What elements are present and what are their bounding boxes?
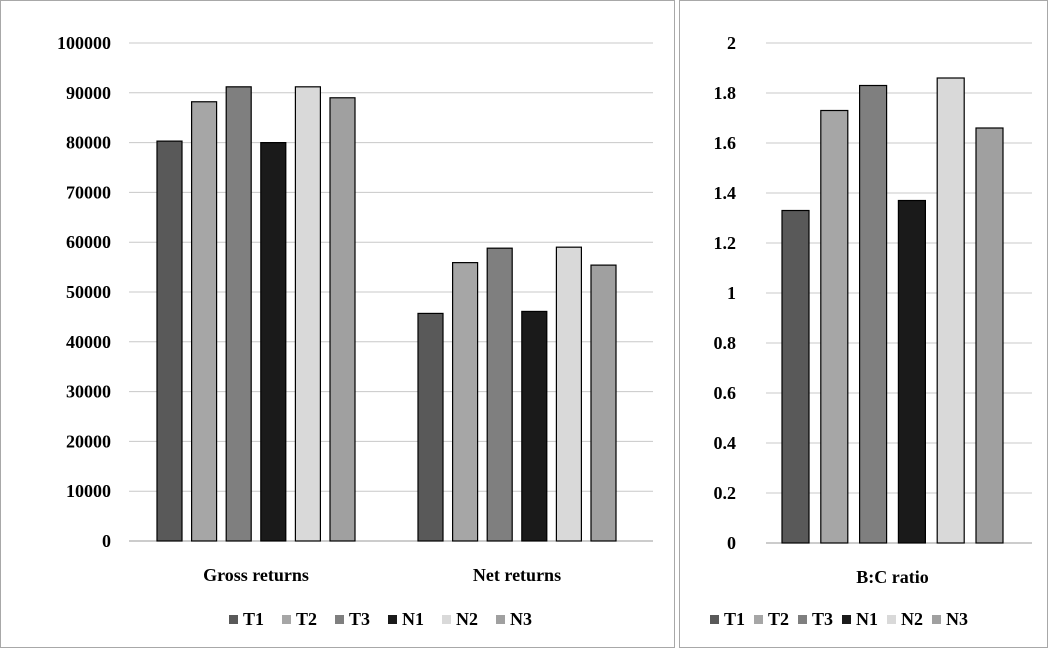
y-tick-label: 0.6 bbox=[714, 383, 737, 403]
legend-swatch bbox=[229, 615, 238, 624]
legend-item-t3: T3 bbox=[798, 609, 833, 630]
y-tick-label: 30000 bbox=[66, 382, 111, 402]
legend-label: N1 bbox=[402, 609, 425, 629]
legend-label: N1 bbox=[856, 609, 879, 629]
bar-t3 bbox=[486, 247, 513, 542]
legend-item-t1: T1 bbox=[710, 609, 745, 630]
y-tick-label: 20000 bbox=[66, 431, 111, 451]
y-tick-label: 1.6 bbox=[714, 133, 737, 153]
legend-swatch bbox=[282, 615, 292, 624]
bar-t2 bbox=[820, 109, 849, 544]
y-tick-label: 0.4 bbox=[714, 433, 737, 453]
returns-legend: T1 T2 T3 N1 N2 N3 bbox=[229, 609, 532, 630]
legend-label: T1 bbox=[724, 609, 746, 629]
legend-label: T3 bbox=[812, 609, 834, 629]
category-label: Net returns bbox=[473, 565, 561, 585]
y-tick-label: 50000 bbox=[66, 282, 111, 302]
legend-item-n1: N1 bbox=[388, 609, 424, 630]
bar-n1 bbox=[260, 142, 287, 542]
bar-t1 bbox=[781, 209, 810, 544]
bar-n2 bbox=[294, 86, 321, 542]
y-tick-label: 0 bbox=[727, 533, 736, 553]
bar-n1 bbox=[897, 199, 926, 544]
bar-t1 bbox=[156, 140, 183, 542]
bc-ratio-bar-chart: 0 0.2 0.4 0.6 0.8 1 1.2 1.4 1.6 1.8 2 B:C ratio bbox=[714, 33, 1032, 587]
legend-swatch bbox=[442, 615, 452, 624]
legend-item-n3: N3 bbox=[932, 609, 968, 630]
y-tick-label: 1.4 bbox=[714, 183, 737, 203]
legend-label: T2 bbox=[296, 609, 318, 629]
left-chart-panel: 0 10000 20000 30000 40000 50000 60000 70000 8000… bbox=[0, 0, 675, 648]
legend-item-n3: N3 bbox=[496, 609, 532, 630]
y-tick-label: 80000 bbox=[66, 133, 111, 153]
legend-item-n2: N2 bbox=[887, 609, 923, 630]
y-tick-label: 0.2 bbox=[714, 483, 737, 503]
legend-item-t1: T1 bbox=[229, 609, 264, 630]
bar-t2 bbox=[452, 262, 479, 542]
y-tick-label: 0 bbox=[102, 531, 111, 551]
legend-label: T3 bbox=[349, 609, 371, 629]
legend-label: N3 bbox=[946, 609, 969, 629]
legend-label: T1 bbox=[243, 609, 265, 629]
y-tick-label: 70000 bbox=[66, 182, 111, 202]
y-tick-label: 60000 bbox=[66, 232, 111, 252]
legend-swatch bbox=[932, 615, 942, 624]
bar-t3 bbox=[859, 84, 888, 544]
legend-item-n2: N2 bbox=[442, 609, 478, 630]
y-tick-label: 0.8 bbox=[714, 333, 737, 353]
legend-swatch bbox=[754, 615, 764, 624]
bar-n3 bbox=[975, 127, 1004, 544]
right-chart-panel: 0 0.2 0.4 0.6 0.8 1 1.2 1.4 1.6 1.8 2 B:C ratio T1 T… bbox=[679, 0, 1048, 648]
y-tick-label: 40000 bbox=[66, 332, 111, 352]
legend-label: N2 bbox=[901, 609, 924, 629]
y-tick-label: 10000 bbox=[66, 481, 111, 501]
legend-swatch bbox=[710, 615, 719, 624]
bc-ratio-legend: T1 T2 T3 N1 N2 N3 bbox=[710, 609, 968, 630]
legend-label: T2 bbox=[768, 609, 790, 629]
legend-swatch bbox=[798, 615, 808, 624]
bar-n1 bbox=[521, 310, 548, 542]
legend-label: N3 bbox=[510, 609, 533, 629]
y-tick-label: 100000 bbox=[57, 33, 111, 53]
bar-n3 bbox=[329, 97, 356, 542]
legend-item-t2: T2 bbox=[754, 609, 789, 630]
legend-swatch bbox=[496, 615, 506, 624]
legend-swatch bbox=[388, 615, 398, 624]
bar-t1 bbox=[417, 312, 444, 542]
legend-item-n1: N1 bbox=[842, 609, 878, 630]
y-tick-label: 1 bbox=[727, 283, 736, 303]
legend-swatch bbox=[887, 615, 897, 624]
y-tick-label: 90000 bbox=[66, 83, 111, 103]
legend-item-t3: T3 bbox=[335, 609, 370, 630]
legend-swatch bbox=[842, 615, 852, 624]
bar-n2 bbox=[555, 246, 583, 542]
bar-t3 bbox=[225, 86, 252, 542]
legend-swatch bbox=[335, 615, 345, 624]
category-label: Gross returns bbox=[203, 565, 309, 585]
bar-n3 bbox=[590, 264, 617, 542]
legend-item-t2: T2 bbox=[282, 609, 317, 630]
legend-label: N2 bbox=[456, 609, 479, 629]
y-tick-label: 1.2 bbox=[714, 233, 737, 253]
bar-n2 bbox=[936, 77, 965, 544]
category-label: B:C ratio bbox=[856, 567, 928, 587]
returns-bar-chart: 0 10000 20000 30000 40000 50000 60000 70000 8000… bbox=[57, 33, 653, 585]
bar-t2 bbox=[191, 101, 218, 542]
y-tick-label: 2 bbox=[727, 33, 736, 53]
y-tick-label: 1.8 bbox=[714, 83, 737, 103]
